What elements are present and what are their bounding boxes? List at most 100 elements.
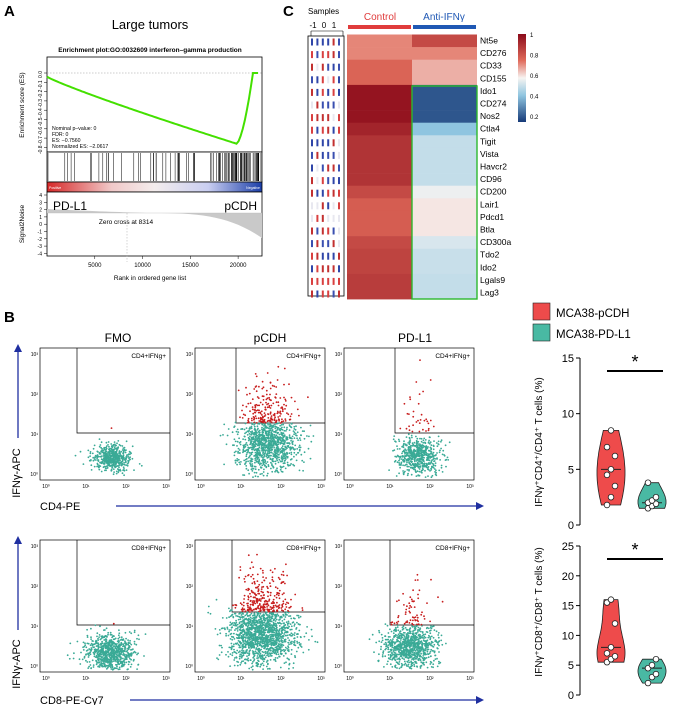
event-dot: [134, 651, 137, 654]
sample-strip: [332, 277, 335, 285]
event-dot: [434, 464, 437, 467]
event-dot: [295, 650, 298, 653]
event-dot: [269, 457, 272, 460]
event-dot: [136, 668, 139, 670]
sample-strip: [338, 290, 340, 298]
event-dot: [291, 442, 293, 444]
event-dot: [108, 449, 111, 452]
event-dot: [112, 648, 115, 651]
event-dot: [285, 621, 288, 624]
sample-strip: [321, 38, 324, 46]
gene-label: Nt5e: [480, 36, 498, 46]
event-dot: [296, 636, 299, 638]
event-dot: [93, 655, 96, 658]
event-dot: [118, 666, 121, 669]
event-dot: [95, 654, 98, 657]
positive-dot: [251, 398, 254, 401]
event-dot: [117, 471, 120, 474]
positive-dot: [237, 389, 240, 392]
event-dot: [272, 465, 274, 468]
event-dot: [124, 644, 127, 646]
event-dot: [270, 654, 273, 657]
event-dot: [254, 650, 257, 653]
event-dot: [264, 414, 267, 416]
event-dot: [99, 638, 102, 641]
event-dot: [254, 451, 257, 454]
event-dot: [235, 621, 238, 624]
event-dot: [138, 463, 141, 465]
event-dot: [265, 434, 268, 436]
gene-label: Ctla4: [480, 124, 500, 134]
event-dot: [239, 650, 241, 653]
sample-strip: [332, 63, 335, 71]
samples-label: Samples: [308, 7, 339, 16]
event-dot: [422, 465, 424, 468]
rank-tick-label: 15000: [182, 263, 199, 269]
event-dot: [125, 464, 127, 467]
heatmap-cell-control: [347, 122, 412, 136]
event-dot: [243, 428, 246, 431]
sample-strip: [321, 290, 324, 298]
event-dot: [268, 439, 270, 442]
event-dot: [106, 659, 109, 662]
event-dot: [311, 635, 313, 638]
event-dot: [280, 627, 283, 630]
event-dot: [270, 620, 273, 623]
event-dot: [117, 668, 120, 671]
event-dot: [264, 652, 267, 655]
event-dot: [267, 465, 270, 468]
sample-strip: [316, 139, 319, 147]
event-dot: [133, 629, 136, 632]
event-dot: [271, 615, 273, 618]
event-dot: [402, 473, 405, 476]
event-dot: [409, 462, 411, 465]
event-dot: [296, 621, 298, 624]
event-dot: [262, 456, 264, 459]
event-dot: [266, 461, 269, 463]
event-dot: [79, 663, 82, 665]
event-dot: [259, 618, 262, 621]
sample-strip: [327, 202, 330, 210]
dot-cloud: [66, 622, 147, 671]
event-dot: [250, 457, 253, 460]
event-dot: [69, 642, 72, 645]
event-dot: [101, 653, 103, 656]
column-pcdh: pCDH: [254, 331, 287, 345]
event-dot: [122, 638, 125, 640]
sample-strip: [311, 139, 313, 147]
event-dot: [303, 461, 305, 463]
heatmap-cell-control: [347, 236, 412, 249]
event-dot: [280, 420, 283, 423]
event-dot: [274, 427, 277, 430]
event-dot: [276, 641, 278, 643]
event-dot: [289, 437, 292, 440]
event-dot: [225, 443, 228, 446]
event-dot: [239, 602, 242, 605]
sample-strip: [321, 151, 324, 159]
event-dot: [89, 653, 92, 656]
event-dot: [406, 452, 408, 455]
event-dot: [277, 447, 280, 450]
event-dot: [241, 631, 243, 634]
positive-dot: [307, 396, 309, 399]
event-dot: [274, 442, 277, 445]
event-dot: [125, 637, 127, 640]
event-dot: [428, 450, 431, 452]
heatmap-cell-treatment: [412, 160, 477, 174]
dot-cloud: [219, 365, 315, 478]
event-dot: [268, 449, 271, 452]
event-dot: [266, 668, 269, 670]
event-dot: [405, 463, 408, 466]
event-dot: [257, 430, 260, 433]
event-dot: [303, 430, 305, 433]
positive-dot: [283, 396, 285, 399]
event-dot: [264, 450, 267, 452]
positive-dot: [423, 419, 426, 422]
event-dot: [130, 649, 132, 651]
event-dot: [263, 440, 265, 442]
event-dot: [117, 641, 120, 644]
event-dot: [298, 414, 300, 417]
event-dot: [233, 444, 235, 447]
event-dot: [276, 613, 279, 615]
positive-dot: [254, 404, 256, 407]
